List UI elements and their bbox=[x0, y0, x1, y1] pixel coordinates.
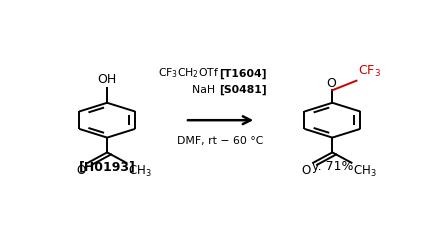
Text: O: O bbox=[326, 76, 336, 89]
Text: DMF, rt − 60 °C: DMF, rt − 60 °C bbox=[177, 136, 264, 146]
Text: CH$_3$: CH$_3$ bbox=[353, 164, 377, 179]
Text: [T1604]: [T1604] bbox=[219, 68, 267, 79]
Text: [H0193]: [H0193] bbox=[79, 160, 135, 173]
Text: O: O bbox=[301, 164, 310, 177]
Text: CF$_3$: CF$_3$ bbox=[358, 64, 381, 79]
Text: OH: OH bbox=[97, 73, 117, 86]
Text: [S0481]: [S0481] bbox=[219, 85, 267, 95]
Text: CF$_3$CH$_2$OTf: CF$_3$CH$_2$OTf bbox=[157, 67, 219, 80]
Text: O: O bbox=[76, 164, 85, 177]
Text: y. 71%: y. 71% bbox=[312, 160, 353, 173]
Text: NaH: NaH bbox=[192, 85, 219, 95]
Text: CH$_3$: CH$_3$ bbox=[128, 164, 152, 179]
